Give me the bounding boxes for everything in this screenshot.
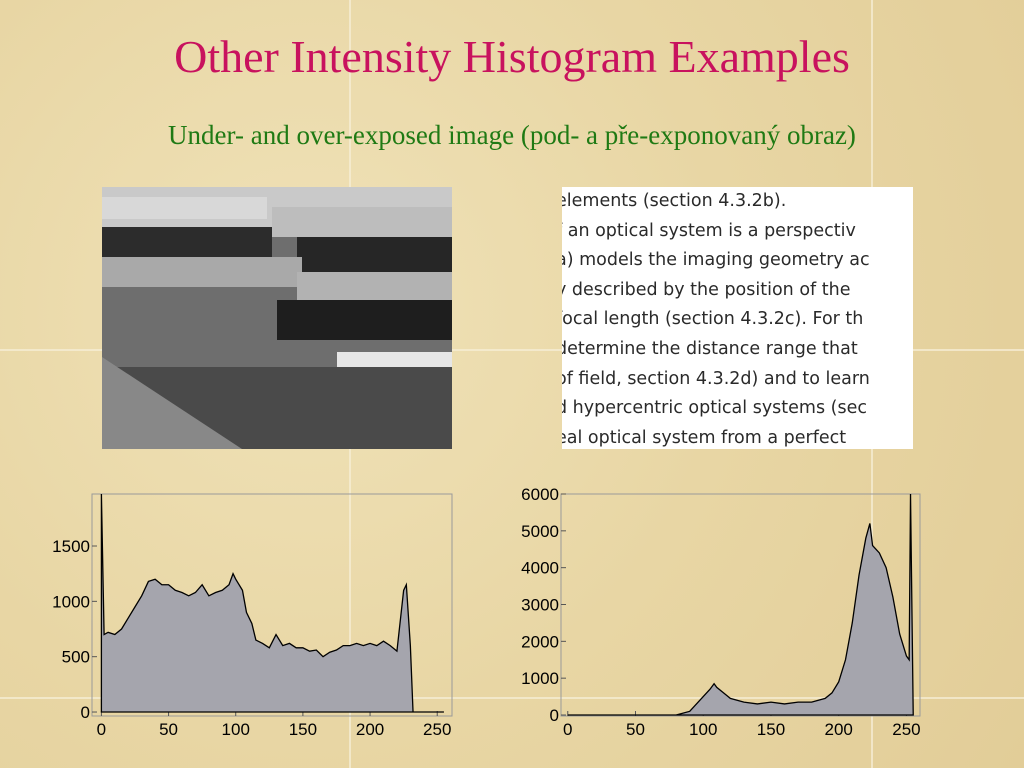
y-tick-label: 6000: [521, 485, 559, 504]
y-tick-label: 1000: [521, 669, 559, 688]
y-tick-label: 4000: [521, 559, 559, 578]
x-tick-label: 200: [825, 720, 853, 739]
text-line: of field, section 4.3.2d) and to learn: [562, 368, 870, 389]
x-tick-label: 50: [626, 720, 645, 739]
x-tick-label: 100: [689, 720, 717, 739]
x-tick-label: 200: [356, 720, 384, 739]
x-tick-label: 50: [159, 720, 178, 739]
text-line: focal length (section 4.3.2c). For th: [562, 309, 864, 330]
text-line: eal optical system from a perfect: [562, 427, 847, 448]
text-line: elements (section 4.3.2b).: [562, 191, 787, 211]
y-tick-label: 1500: [52, 537, 90, 556]
x-tick-label: 0: [563, 720, 572, 739]
x-tick-label: 150: [289, 720, 317, 739]
text-photo: elements (section 4.3.2b). f an optical s…: [562, 187, 913, 449]
x-tick-label: 100: [222, 720, 250, 739]
x-tick-label: 0: [97, 720, 106, 739]
x-tick-label: 150: [757, 720, 785, 739]
y-tick-label: 0: [550, 706, 559, 725]
y-tick-label: 5000: [521, 522, 559, 541]
text-line: f an optical system is a perspectiv: [562, 220, 856, 241]
y-tick-label: 0: [81, 703, 90, 722]
y-tick-label: 1000: [52, 592, 90, 611]
slide-subtitle: Under- and over-exposed image (pod- a př…: [168, 120, 856, 150]
text-line: y described by the position of the: [562, 279, 851, 300]
y-tick-label: 3000: [521, 596, 559, 615]
plot-frame: [91, 493, 453, 717]
y-tick-label: 500: [62, 648, 90, 667]
text-line: d hypercentric optical systems (sec: [562, 398, 867, 419]
y-tick-label: 2000: [521, 632, 559, 651]
x-tick-label: 250: [892, 720, 920, 739]
text-line: determine the distance range that: [562, 338, 858, 359]
slide-title: Other Intensity Histogram Examples: [174, 31, 850, 82]
histogram-area: [100, 493, 444, 713]
text-line: a) models the imaging geometry ac: [562, 250, 870, 271]
x-tick-label: 250: [423, 720, 451, 739]
building-photo: [102, 187, 452, 449]
histogram-area: [567, 493, 914, 716]
